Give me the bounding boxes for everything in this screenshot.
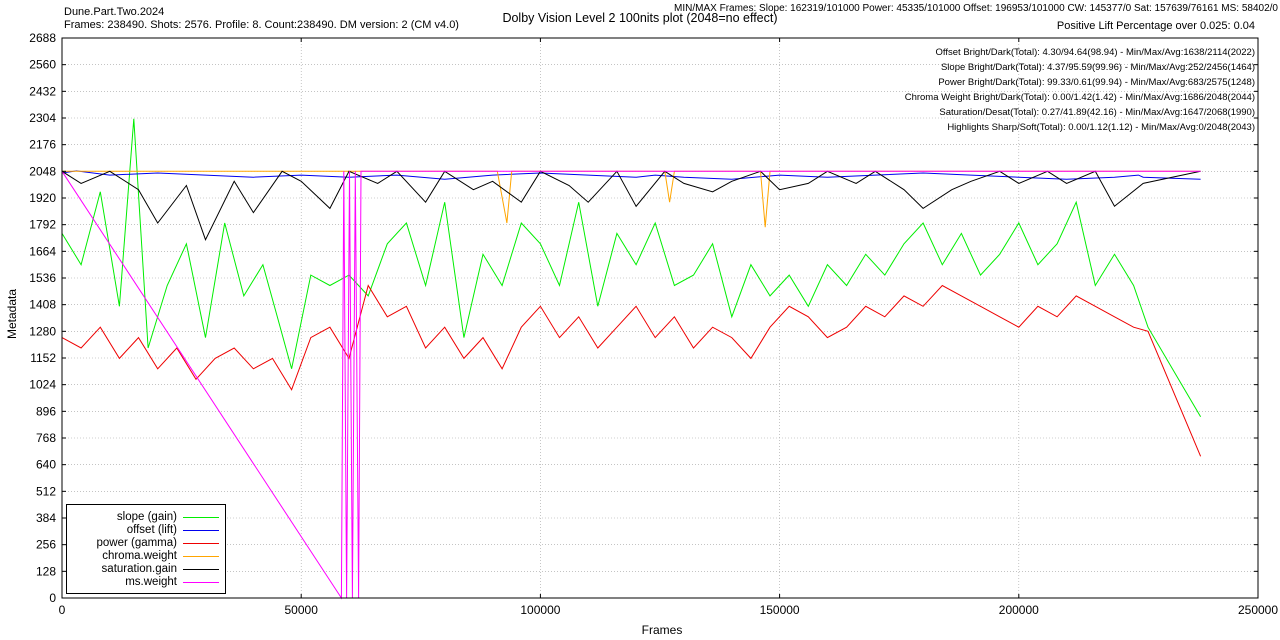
x-tick-label: 100000 [520,603,560,617]
frames-info: Frames: 238490. Shots: 2576. Profile: 8.… [64,19,459,31]
y-tick-label: 1664 [29,244,56,258]
legend-item-slope: slope (gain) [117,511,219,524]
y-tick-label: 1536 [29,271,56,285]
x-axis-label: Frames [641,623,683,637]
stats-block: Offset Bright/Dark(Total): 4.30/94.64(98… [905,45,1255,135]
chart-title: Dolby Vision Level 2 100nits plot (2048=… [502,11,778,25]
stat-offset: Offset Bright/Dark(Total): 4.30/94.64(98… [935,47,1255,58]
x-tick-label: 50000 [285,603,319,617]
legend-swatch-chroma-weight [183,556,219,557]
stat-power: Power Bright/Dark(Total): 99.33/0.61(99.… [938,77,1255,88]
y-tick-label: 2304 [29,111,56,125]
y-tick-label: 1408 [29,298,56,312]
y-axis-label: Metadata [5,288,19,339]
legend-item-ms-weight: ms.weight [125,576,219,589]
y-tick-label: 2432 [29,84,56,98]
legend-item-chroma-weight: chroma.weight [102,550,219,563]
series-line-offset-lift- [61,170,1201,180]
y-tick-label: 0 [49,591,56,605]
stat-chroma-weight: Chroma Weight Bright/Dark(Total): 0.00/1… [904,92,1255,103]
y-tick-label: 1152 [30,351,56,365]
legend: slope (gain) offset (lift) power (gamma)… [66,504,226,594]
x-tick-label: 250000 [1238,603,1278,617]
x-tick-label: 200000 [999,603,1039,617]
series-line-power-gamma- [61,284,1202,457]
legend-label-power: power (gamma) [96,537,177,549]
stat-slope: Slope Bright/Dark(Total): 4.37/95.59(99.… [940,62,1255,73]
y-tick-label: 896 [36,404,56,418]
y-tick-label: 2176 [29,138,56,152]
y-tick-label: 1024 [29,378,56,392]
source-title: Dune.Part.Two.2024 [64,6,165,18]
legend-label-saturation-gain: saturation.gain [101,563,177,575]
x-tick-label: 0 [59,603,66,617]
y-tick-label: 256 [36,538,56,552]
stat-saturation: Saturation/Desat(Total): 0.27/41.89(42.1… [939,107,1255,118]
stat-highlights: Highlights Sharp/Soft(Total): 0.00/1.12(… [947,122,1255,133]
y-tick-label: 1792 [29,218,56,232]
y-tick-label: 2688 [29,31,56,45]
plot-frame [61,37,1259,599]
legend-label-slope: slope (gain) [116,511,177,523]
legend-label-chroma-weight: chroma.weight [102,550,177,562]
legend-label-ms-weight: ms.weight [125,576,177,588]
legend-swatch-power [183,543,219,544]
y-tick-label: 384 [36,511,56,525]
y-tick-label: 512 [36,484,56,498]
series-line-chroma-weight [62,170,1201,228]
legend-swatch-slope [183,517,219,518]
legend-swatch-ms-weight [183,582,219,583]
y-tick-label: 2048 [29,164,56,178]
series-line-ms-weight [61,170,1201,600]
y-tick-label: 1280 [29,324,56,338]
y-tick-label: 2560 [29,58,56,72]
y-tick-label: 128 [36,564,56,578]
series-line-slope-gain- [61,118,1202,418]
y-tick-label: 1920 [29,191,56,205]
y-tick-label: 640 [36,458,56,472]
positive-lift-info: Positive Lift Percentage over 0.025: 0.0… [1056,20,1255,32]
legend-swatch-offset [183,530,219,531]
legend-item-saturation-gain: saturation.gain [102,563,219,576]
legend-swatch-saturation-gain [183,569,219,570]
legend-item-offset: offset (lift) [127,524,219,537]
minmax-frames-info: MIN/MAX Frames: Slope: 162319/101000 Pow… [674,3,1278,14]
legend-item-power: power (gamma) [96,537,219,550]
series-line-saturation-gain [61,170,1201,241]
legend-label-offset: offset (lift) [126,524,177,536]
x-tick-label: 150000 [760,603,800,617]
y-tick-label: 768 [36,431,56,445]
